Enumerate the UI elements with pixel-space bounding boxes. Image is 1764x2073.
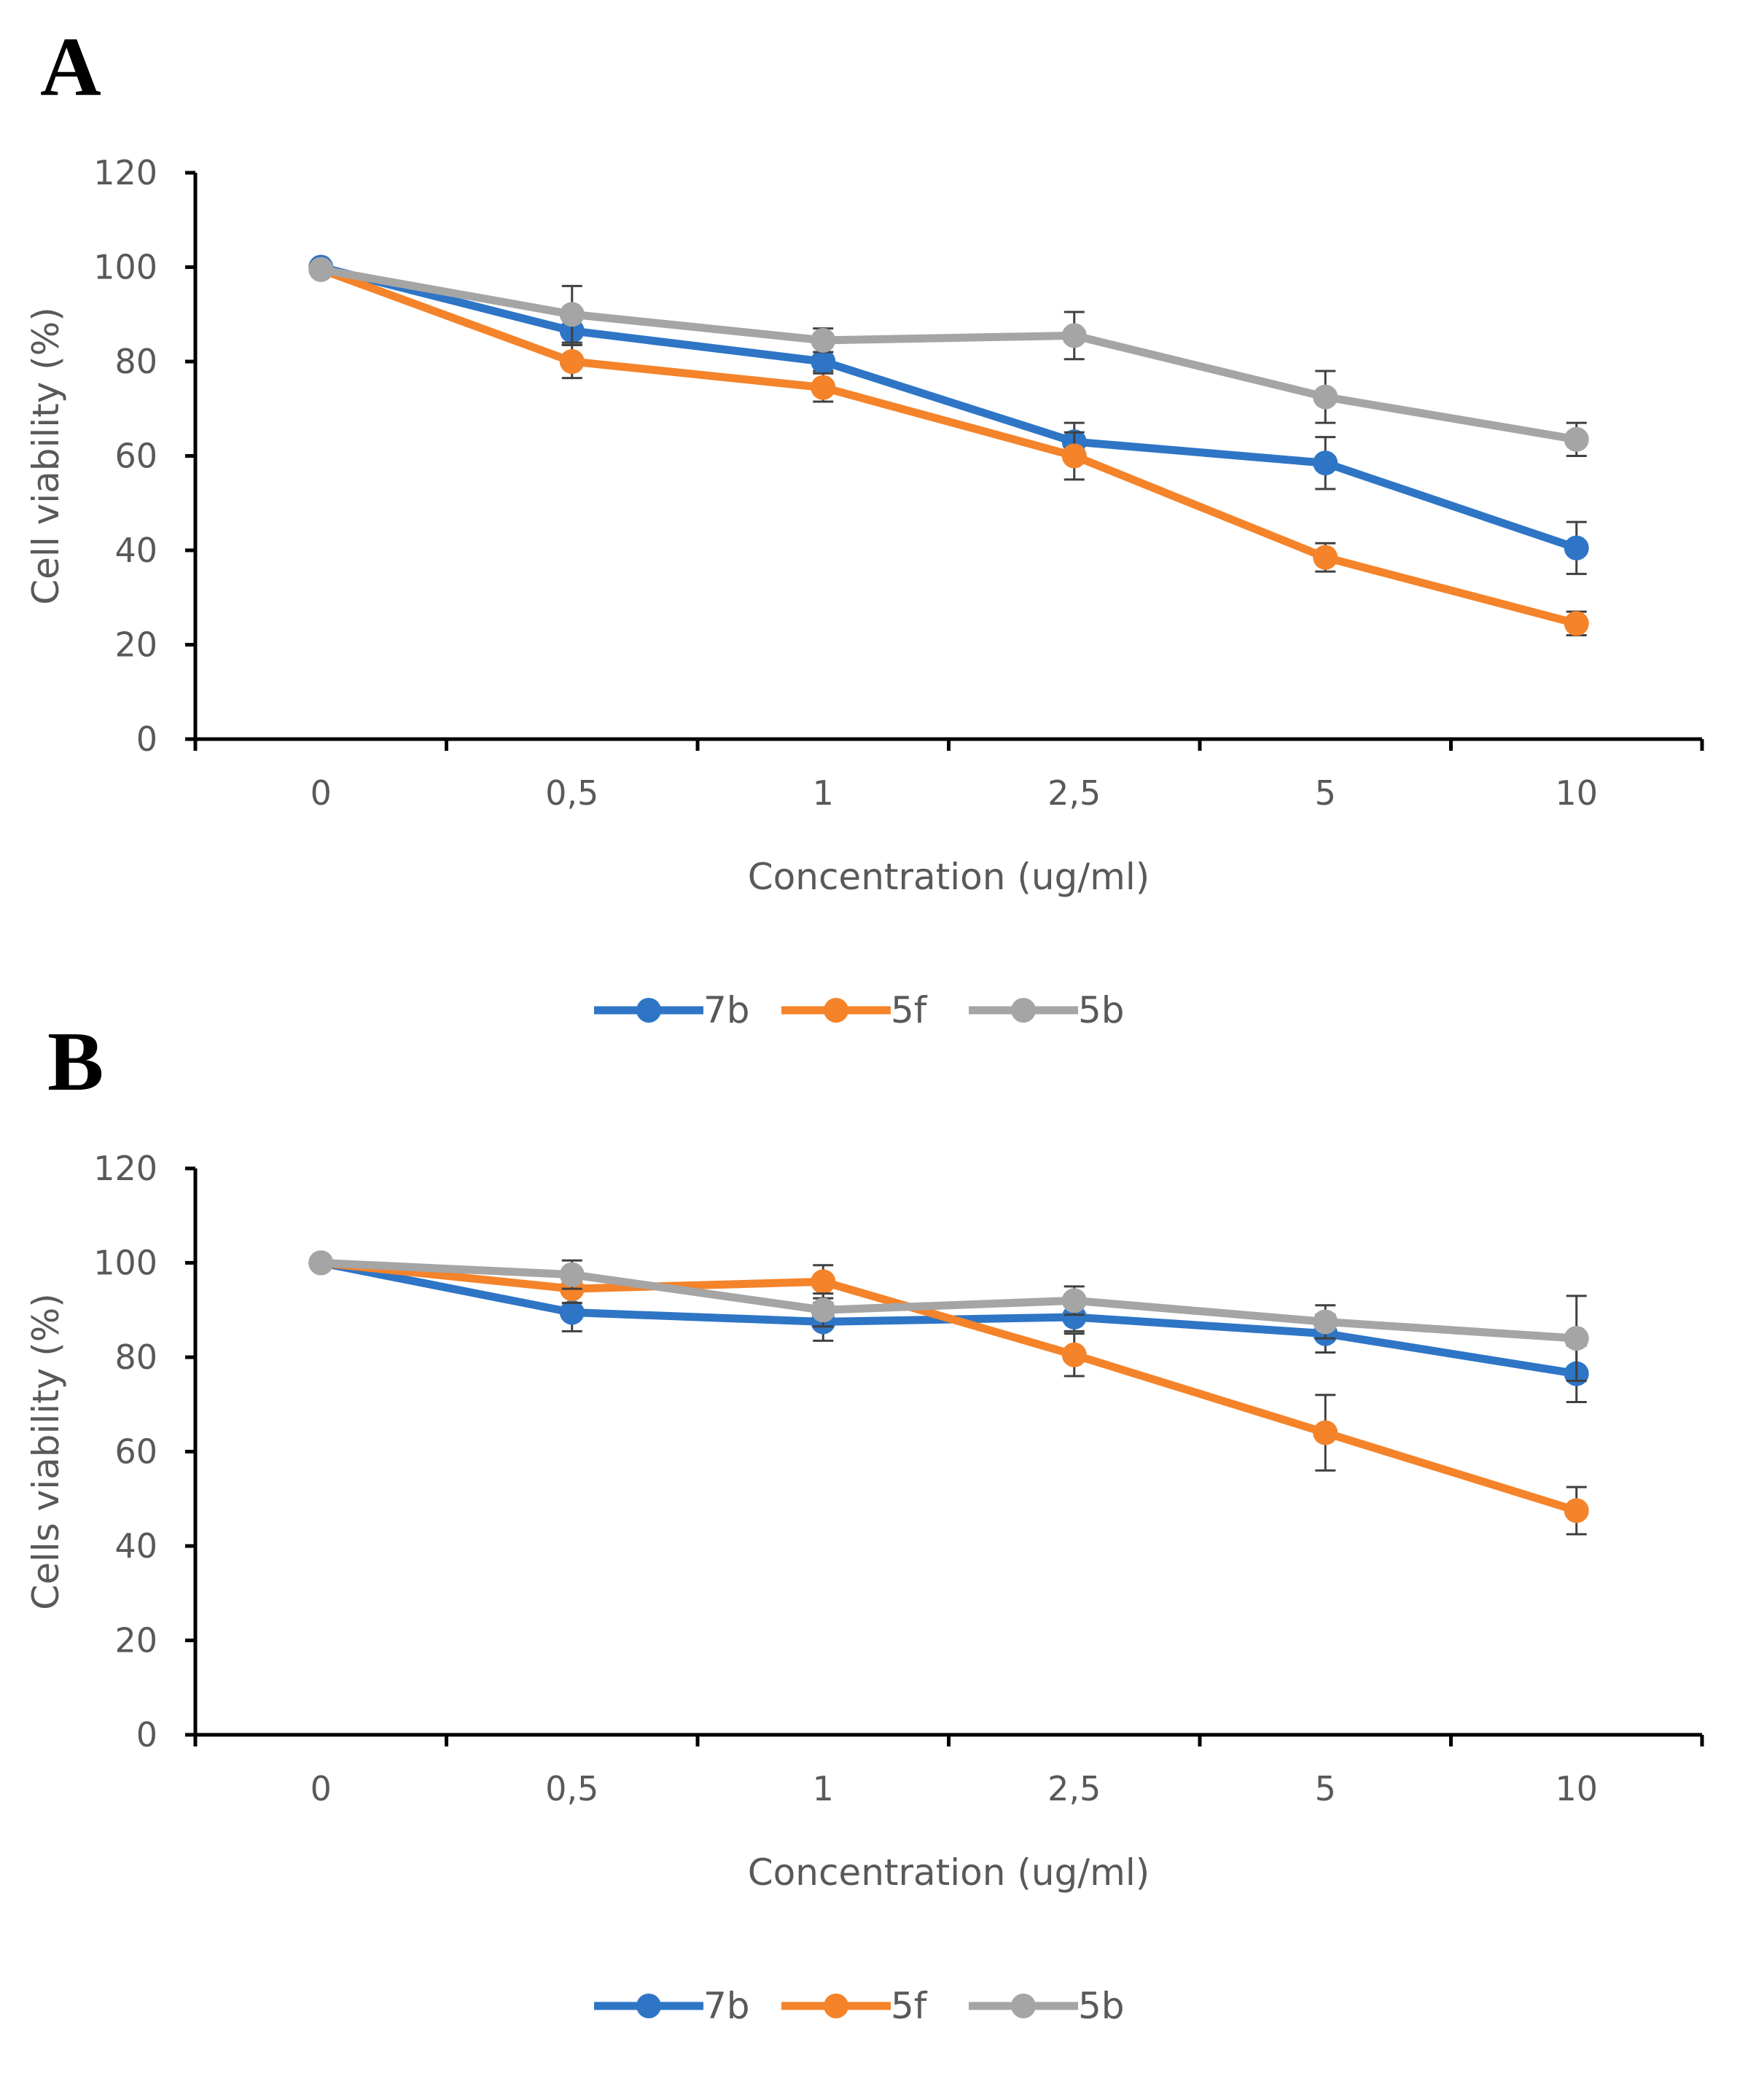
legend-label: 5b [1078, 989, 1125, 1031]
y-axis-title: Cells viability (%) [25, 1293, 67, 1610]
data-point-5b [308, 1250, 334, 1276]
legend-item-5b: 5b [969, 989, 1125, 1031]
data-point-5b [1564, 426, 1589, 452]
y-tick-label: 80 [114, 342, 157, 381]
data-point-7b [1313, 450, 1338, 476]
x-tick-label: 5 [1315, 1769, 1336, 1808]
legend-label: 7b [703, 989, 750, 1031]
x-tick-label: 5 [1315, 773, 1336, 813]
legend-swatch-marker [1011, 1994, 1036, 2018]
y-tick-label: 100 [93, 248, 157, 287]
series-5f [308, 1250, 1589, 1536]
data-point-7b [559, 1300, 585, 1325]
data-point-5f [811, 1269, 836, 1295]
series-5b [308, 1250, 1589, 1382]
legend-swatch-marker [636, 1994, 661, 2018]
series-line-5f [316, 1259, 1581, 1515]
legend-swatch-marker [1011, 998, 1036, 1023]
data-point-7b [811, 349, 836, 374]
legend-label: 5f [891, 1985, 928, 2027]
y-axis-title: Cell viability (%) [25, 307, 67, 605]
data-point-5b [811, 327, 836, 353]
panel-letter: B [47, 1015, 104, 1109]
x-axis-title: Concentration (ug/ml) [748, 856, 1150, 898]
legend-label: 7b [703, 1985, 750, 2027]
legend-label: 5f [891, 989, 928, 1031]
x-axis-title: Concentration (ug/ml) [748, 1851, 1150, 1894]
x-tick-label: 10 [1555, 1769, 1598, 1808]
y-tick-label: 120 [93, 1149, 157, 1188]
series-line-5b [316, 1259, 1581, 1343]
y-tick-label: 0 [136, 719, 157, 759]
legend-swatch-marker [824, 1994, 848, 2018]
data-point-5b [1061, 1288, 1087, 1313]
legend-swatch-marker [636, 998, 661, 1023]
series-line-5b [316, 265, 1581, 444]
legend-item-5b: 5b [969, 1985, 1125, 2027]
y-tick-label: 60 [114, 1432, 157, 1472]
data-point-7b [1564, 535, 1589, 561]
data-point-5b [308, 257, 334, 282]
legend-item-7b: 7b [594, 989, 750, 1031]
data-point-5f [1564, 1498, 1589, 1523]
data-point-5f [811, 375, 836, 400]
x-tick-label: 2,5 [1047, 773, 1101, 813]
data-point-5b [1313, 384, 1338, 410]
series-line-7b [316, 263, 1581, 553]
data-point-5f [1061, 1342, 1087, 1367]
y-tick-label: 60 [114, 437, 157, 476]
data-point-5b [559, 1262, 585, 1287]
data-point-5b [559, 302, 585, 327]
y-tick-label: 100 [93, 1244, 157, 1283]
x-tick-label: 1 [813, 773, 834, 813]
legend-item-7b: 7b [594, 1985, 750, 2027]
y-tick-label: 40 [114, 1526, 157, 1566]
series-line-5f [316, 265, 1581, 628]
chart-panel-b: B 0 20 40 60 80 100 120 0 0,5 1 2,5 5 10 Concentration… [25, 1015, 1704, 2027]
data-point-5b [1061, 323, 1087, 348]
data-point-5f [1313, 544, 1338, 570]
panel-letter: A [40, 20, 101, 114]
data-point-5b [1313, 1309, 1338, 1335]
data-point-5f [1061, 443, 1087, 469]
x-tick-label: 0 [311, 1769, 332, 1808]
x-tick-label: 2,5 [1047, 1769, 1101, 1808]
data-point-5f [1564, 611, 1589, 636]
x-tick-label: 0 [311, 773, 332, 813]
x-tick-label: 1 [813, 1769, 834, 1808]
y-tick-label: 20 [114, 625, 157, 665]
legend-item-5f: 5f [781, 989, 928, 1031]
x-tick-label: 0,5 [545, 1769, 598, 1808]
data-point-5f [1313, 1420, 1338, 1445]
legend-swatch-marker [824, 998, 848, 1023]
y-tick-label: 0 [136, 1715, 157, 1754]
x-tick-label: 10 [1555, 773, 1598, 813]
y-tick-label: 20 [114, 1621, 157, 1660]
data-point-5b [1564, 1326, 1589, 1351]
y-tick-label: 120 [93, 153, 157, 192]
data-point-5b [811, 1297, 836, 1323]
x-tick-label: 0,5 [545, 773, 598, 813]
y-tick-label: 40 [114, 531, 157, 570]
series-5f [308, 257, 1589, 637]
series-5b [308, 257, 1589, 457]
y-tick-label: 80 [114, 1338, 157, 1377]
legend-label: 5b [1078, 1985, 1125, 2027]
legend-item-5f: 5f [781, 1985, 928, 2027]
chart-panel-a: A 0 20 40 60 80 100 120 0 0,5 1 2,5 5 10 Concentration… [25, 20, 1704, 1031]
data-point-5f [559, 349, 585, 374]
